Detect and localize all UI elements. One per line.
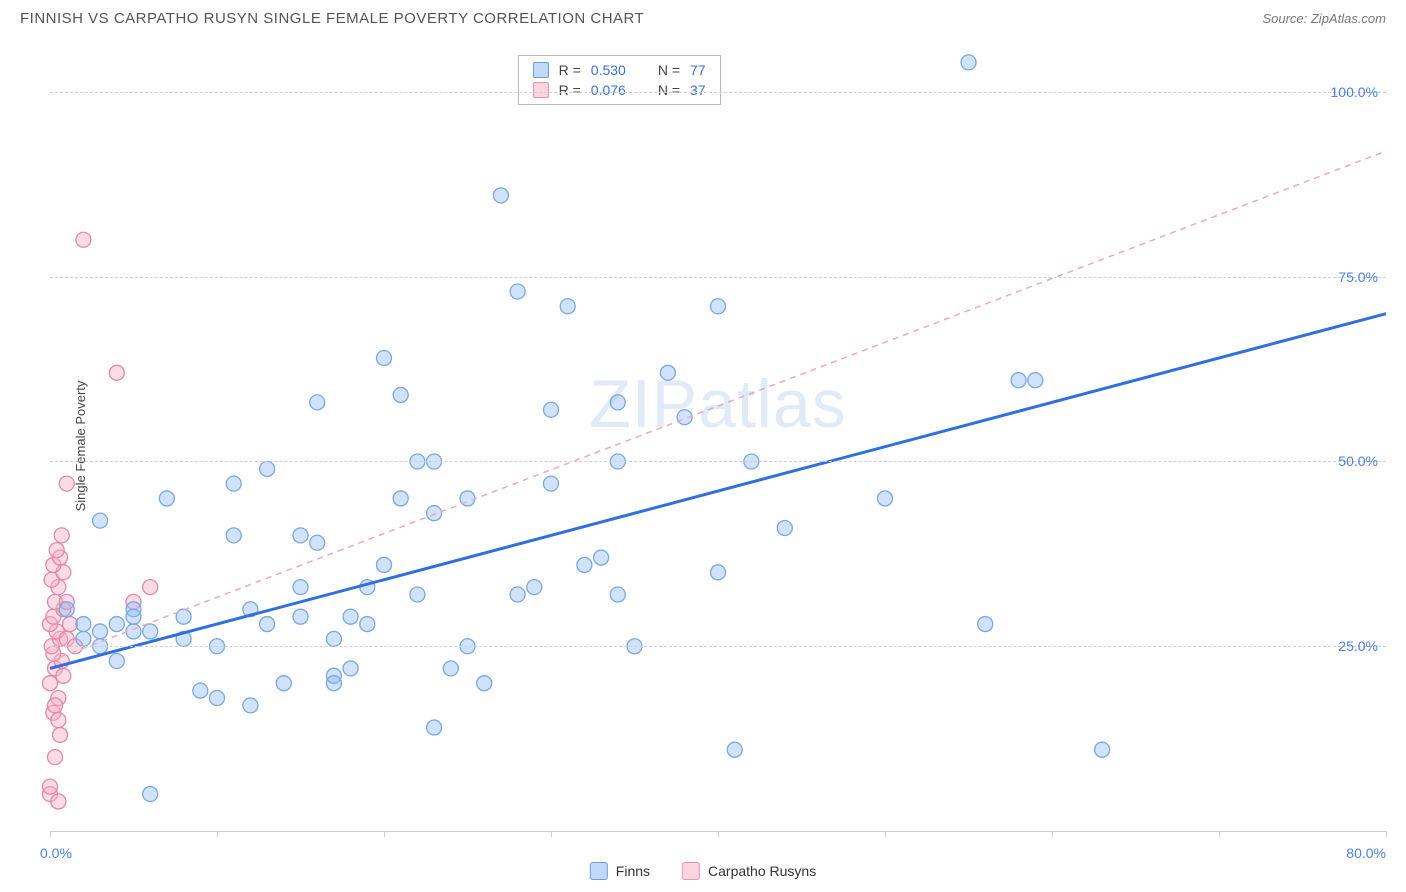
stats-row: R = 0.076 N = 37 bbox=[519, 80, 720, 100]
stats-swatch-blue bbox=[533, 62, 549, 78]
source-attribution: Source: ZipAtlas.com bbox=[1262, 11, 1386, 26]
scatter-svg bbox=[50, 55, 1386, 831]
x-tick bbox=[718, 831, 719, 837]
x-axis-min-label: 0.0% bbox=[40, 845, 72, 861]
legend-swatch bbox=[590, 862, 608, 880]
stats-row: R = 0.530 N = 77 bbox=[519, 60, 720, 80]
chart-title: FINNISH VS CARPATHO RUSYN SINGLE FEMALE … bbox=[20, 10, 644, 27]
x-tick bbox=[50, 831, 51, 837]
x-axis-max-label: 80.0% bbox=[1346, 845, 1386, 861]
x-tick bbox=[1386, 831, 1387, 837]
chart-plot-area: ZIPatlas R = 0.530 N = 77 R = 0.076 N = … bbox=[50, 55, 1386, 832]
chart-legend: Finns Carpatho Rusyns bbox=[590, 862, 816, 880]
x-tick bbox=[551, 831, 552, 837]
correlation-stats-box: R = 0.530 N = 77 R = 0.076 N = 37 bbox=[518, 55, 721, 105]
x-tick bbox=[1219, 831, 1220, 837]
gridline bbox=[50, 646, 1386, 647]
y-tick-label: 25.0% bbox=[1338, 638, 1378, 654]
gridline bbox=[50, 277, 1386, 278]
gridline bbox=[50, 92, 1386, 93]
legend-item-rusyns: Carpatho Rusyns bbox=[682, 862, 816, 880]
y-tick-label: 75.0% bbox=[1338, 269, 1378, 285]
y-tick-label: 100.0% bbox=[1331, 84, 1378, 100]
legend-swatch bbox=[682, 862, 700, 880]
x-tick bbox=[885, 831, 886, 837]
stats-swatch-pink bbox=[533, 82, 549, 98]
x-tick bbox=[217, 831, 218, 837]
legend-item-finns: Finns bbox=[590, 862, 650, 880]
x-tick bbox=[384, 831, 385, 837]
x-tick bbox=[1052, 831, 1053, 837]
gridline bbox=[50, 461, 1386, 462]
y-tick-label: 50.0% bbox=[1338, 453, 1378, 469]
